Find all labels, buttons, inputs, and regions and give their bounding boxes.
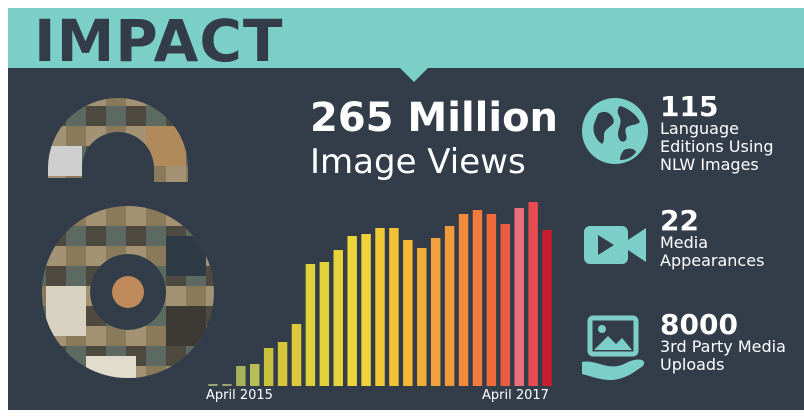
chart-bar-9 (319, 262, 330, 386)
chart-bar-4 (249, 364, 260, 386)
page-title: IMPACT (34, 7, 284, 75)
header-pointer (400, 68, 428, 82)
image-upload-hand-icon (582, 315, 645, 380)
chart-bar-22 (500, 224, 511, 386)
chart-bar-10 (333, 250, 343, 386)
chart-bar-2 (222, 384, 232, 386)
stat-number: 22 (660, 204, 699, 237)
chart-bar-5 (263, 348, 274, 386)
chart-bar-18 (444, 226, 455, 386)
chart-bar-13 (375, 228, 385, 386)
chart-bar-15 (403, 240, 413, 386)
chart-bar-21 (486, 214, 497, 386)
globe-icon (582, 98, 648, 164)
chart-bar-23 (514, 208, 524, 386)
chart-bar-6 (277, 342, 288, 386)
chart-bar-12 (361, 234, 371, 386)
chart-bar-3 (236, 366, 246, 386)
image-views-bar-chart (208, 202, 552, 386)
chart-bar-14 (389, 228, 399, 386)
x-tick-label-start: April 2015 (206, 388, 273, 403)
chart-bar-20 (472, 210, 483, 386)
headline-number: 265 Million (310, 95, 559, 141)
portrait-center (112, 276, 144, 308)
header-band (8, 8, 804, 68)
chart-bar-8 (305, 264, 316, 386)
stat-label: Media Appearances (660, 233, 765, 270)
chart-bar-25 (542, 230, 552, 386)
chart-bar-19 (458, 214, 469, 386)
chart-bar-24 (528, 202, 538, 386)
chart-bar-11 (347, 236, 357, 386)
stat-label: 3rd Party Media Uploads (660, 337, 786, 374)
headline-label: Image Views (310, 142, 526, 182)
chart-bar-7 (291, 324, 302, 386)
chart-bar-16 (417, 248, 427, 386)
chart-bar-17 (430, 238, 441, 386)
stat-label: Language Editions Using NLW Images (660, 119, 774, 174)
video-camera-icon (584, 226, 646, 264)
open-access-lock-icon (41, 98, 214, 378)
stat-number: 115 (660, 90, 719, 123)
stat-number: 8000 (660, 308, 738, 341)
x-tick-label-end: April 2017 (482, 388, 549, 403)
chart-bar-1 (208, 384, 218, 386)
